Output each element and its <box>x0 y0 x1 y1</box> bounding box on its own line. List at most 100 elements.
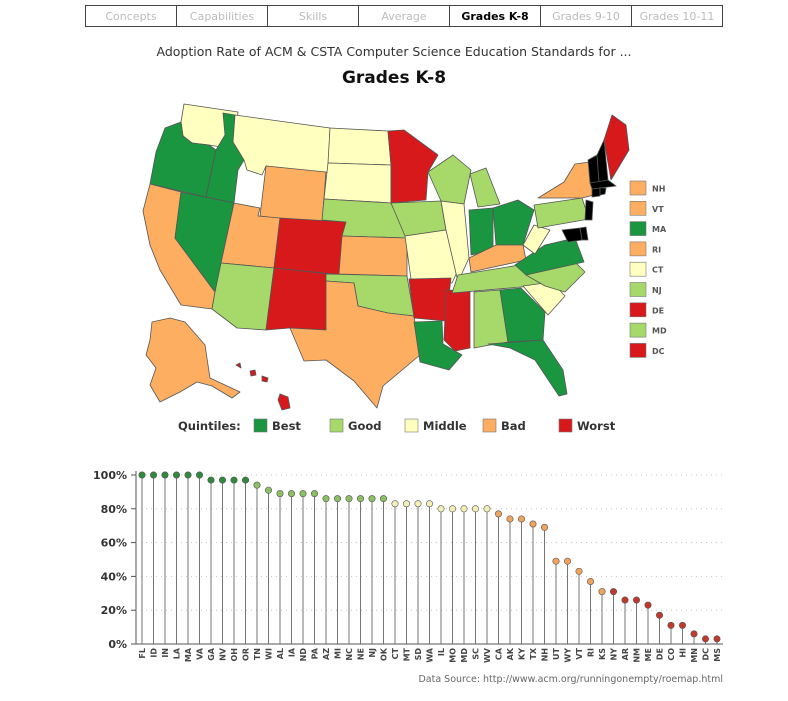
lollipop-dot-GA[interactable] <box>207 476 215 484</box>
state-WY[interactable] <box>259 165 327 225</box>
lollipop-dot-MN[interactable] <box>690 630 698 638</box>
lollipop-dot-OH[interactable] <box>230 476 238 484</box>
state-NM[interactable] <box>265 267 331 331</box>
tab-average[interactable]: Average <box>359 6 450 26</box>
lollipop-dot-TN[interactable] <box>253 481 261 489</box>
lollipop-dot-MI[interactable] <box>333 495 341 503</box>
lollipop-dot-PA[interactable] <box>310 490 318 498</box>
state-ME[interactable] <box>603 114 630 181</box>
lollipop-dot-TX[interactable] <box>529 520 537 528</box>
lollipop-dot-MT[interactable] <box>402 500 410 508</box>
state-RI[interactable] <box>599 187 607 196</box>
state-LA[interactable] <box>413 320 463 371</box>
lollipop-dot-ME[interactable] <box>644 601 652 609</box>
state-VA[interactable] <box>514 237 585 276</box>
lollipop-dot-AL[interactable] <box>276 490 284 498</box>
lollipop-dot-OK[interactable] <box>379 495 387 503</box>
lollipop-dot-MA[interactable] <box>184 471 192 479</box>
lollipop-dot-WV[interactable] <box>483 505 491 513</box>
lollipop-dot-VT[interactable] <box>575 567 583 575</box>
ne-box-NJ[interactable] <box>629 282 647 297</box>
tab-skills[interactable]: Skills <box>268 6 359 26</box>
lollipop-dot-MD[interactable] <box>460 505 468 513</box>
lollipop-dot-OR[interactable] <box>242 476 250 484</box>
lollipop-dot-FL[interactable] <box>138 471 146 479</box>
lollipop-dot-AR[interactable] <box>621 596 629 604</box>
state-AZ[interactable] <box>211 262 275 331</box>
state-WV[interactable] <box>522 224 551 255</box>
lollipop-dot-NE[interactable] <box>356 495 364 503</box>
state-WI[interactable] <box>427 154 472 205</box>
ne-box-MD[interactable] <box>629 322 647 338</box>
ne-box-CT[interactable] <box>629 261 647 277</box>
state-TX[interactable] <box>289 280 421 409</box>
lollipop-dot-MS[interactable] <box>713 635 721 643</box>
lollipop-dot-IL[interactable] <box>437 505 445 513</box>
tab-capabilities[interactable]: Capabilities <box>177 6 268 26</box>
tab-concepts[interactable]: Concepts <box>86 6 177 26</box>
lollipop-dot-IA[interactable] <box>287 490 295 498</box>
tab-grades-k-8[interactable]: Grades K-8 <box>450 6 541 26</box>
lollipop-dot-WA[interactable] <box>425 500 433 508</box>
state-OR[interactable] <box>149 121 217 198</box>
state-OH[interactable] <box>492 199 535 246</box>
state-KY[interactable] <box>468 244 527 273</box>
lollipop-dot-RI[interactable] <box>586 577 594 585</box>
lollipop-dot-NH[interactable] <box>540 523 548 531</box>
lollipop-dot-AK[interactable] <box>506 515 514 523</box>
state-AK[interactable] <box>145 317 241 403</box>
state-CT[interactable] <box>591 187 601 198</box>
lollipop-dot-DC[interactable] <box>701 635 709 643</box>
state-MN[interactable] <box>387 129 439 204</box>
lollipop-dot-ND[interactable] <box>299 490 307 498</box>
ne-box-DE[interactable] <box>629 302 647 318</box>
lollipop-dot-KS[interactable] <box>598 588 606 596</box>
state-SD[interactable] <box>323 162 392 204</box>
state-HI[interactable] <box>235 362 291 411</box>
state-MO[interactable] <box>404 229 459 284</box>
lollipop-dot-SD[interactable] <box>414 500 422 508</box>
lollipop-dot-NY[interactable] <box>609 588 617 596</box>
state-NY[interactable] <box>537 161 595 199</box>
lollipop-dot-SC[interactable] <box>471 505 479 513</box>
lollipop-dot-KY[interactable] <box>517 515 525 523</box>
lollipop-dot-CO[interactable] <box>667 621 675 629</box>
lollipop-dot-NV[interactable] <box>219 476 227 484</box>
lollipop-dot-LA[interactable] <box>173 471 181 479</box>
lollipop-dot-NC[interactable] <box>345 495 353 503</box>
state-MT[interactable] <box>232 114 331 176</box>
tab-grades-10-11[interactable]: Grades 10-11 <box>639 9 715 23</box>
lollipop-dot-HI[interactable] <box>678 621 686 629</box>
lollipop-dot-UT[interactable] <box>552 557 560 565</box>
state-CO[interactable] <box>273 217 347 276</box>
ne-box-VT[interactable] <box>629 201 647 216</box>
state-MI[interactable] <box>469 167 501 208</box>
state-ND[interactable] <box>327 127 392 166</box>
state-MA[interactable] <box>589 179 617 190</box>
lollipop-dot-MO[interactable] <box>448 505 456 513</box>
lollipop-dot-CT[interactable] <box>391 500 399 508</box>
lollipop-dot-NJ[interactable] <box>368 495 376 503</box>
state-NJ[interactable] <box>584 199 594 221</box>
state-IL[interactable] <box>440 200 470 283</box>
lollipop-dot-CA[interactable] <box>494 510 502 518</box>
lollipop-dot-NM[interactable] <box>632 596 640 604</box>
state-GA[interactable] <box>499 287 546 343</box>
lollipop-dot-WY[interactable] <box>563 557 571 565</box>
lollipop-dot-WI[interactable] <box>264 486 272 494</box>
ne-box-RI[interactable] <box>629 241 647 257</box>
lollipop-dot-DE[interactable] <box>655 611 663 619</box>
tab-grades-9-10[interactable]: Grades 9-10 <box>541 6 632 26</box>
state-KS[interactable] <box>338 235 408 277</box>
state-MD[interactable] <box>561 227 583 243</box>
ne-box-DC[interactable] <box>629 343 647 358</box>
lollipop-dot-ID[interactable] <box>150 471 158 479</box>
lollipop-dot-AZ[interactable] <box>322 495 330 503</box>
state-PA[interactable] <box>533 197 590 229</box>
lollipop-dot-IN[interactable] <box>161 471 169 479</box>
state-MS[interactable] <box>443 289 471 352</box>
ne-box-NH[interactable] <box>629 180 647 196</box>
ne-box-MA[interactable] <box>629 221 647 236</box>
lollipop-dot-VA[interactable] <box>196 471 204 479</box>
state-FL[interactable] <box>487 339 568 397</box>
